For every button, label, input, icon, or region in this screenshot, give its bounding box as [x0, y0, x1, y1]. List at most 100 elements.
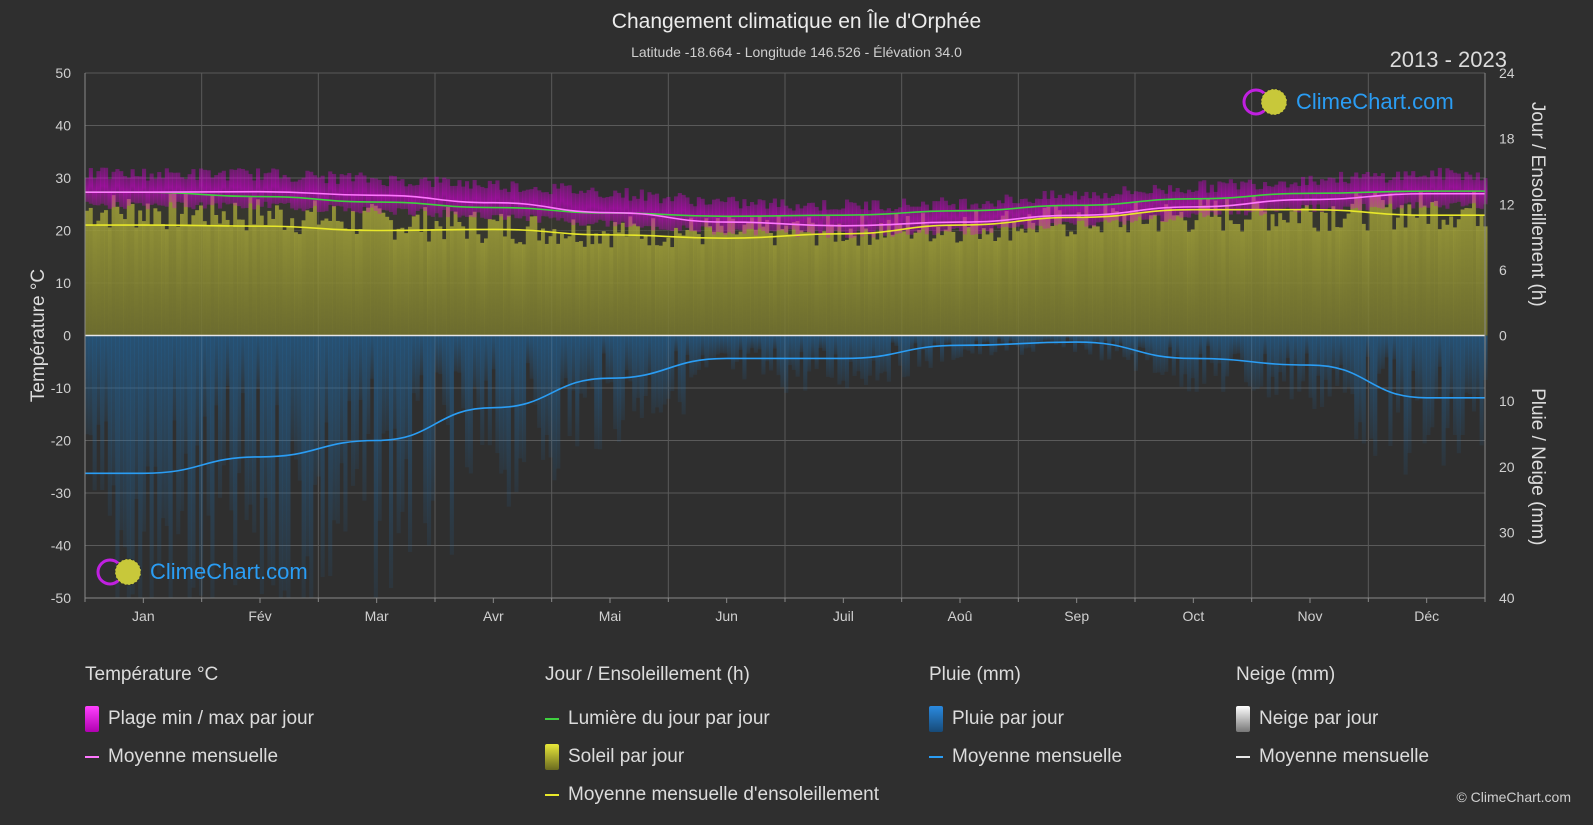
legend-title: Jour / Ensoleillement (h) [545, 664, 750, 685]
rain-bar [1080, 335, 1085, 345]
rain-bar [172, 335, 177, 421]
temp-range-bar [601, 197, 606, 221]
y-tick-label: 20 [55, 223, 71, 239]
temp-range-bar [221, 170, 226, 203]
sunshine-bar [655, 245, 660, 336]
rain-bar [628, 335, 633, 382]
temp-range-bar [993, 206, 998, 227]
temp-range-bar [1335, 182, 1340, 211]
rain-bar [1259, 335, 1264, 387]
snow-swatch [1236, 706, 1250, 732]
rain-bar [1137, 335, 1142, 348]
temp-range-bar [1141, 192, 1146, 220]
rain-bar [1456, 335, 1461, 454]
sunshine-bar [267, 210, 272, 336]
temp-range-bar [111, 171, 116, 208]
sunshine-bar [366, 207, 371, 336]
temp-range-bar [970, 204, 975, 235]
sunshine-bar [715, 218, 720, 336]
rain-bar [1396, 335, 1401, 413]
rain-bar [522, 335, 527, 463]
temp-range-bar [575, 193, 580, 223]
rain-bar [210, 335, 215, 598]
sunshine-bar [1335, 227, 1340, 336]
sunshine-bar [465, 238, 470, 336]
temp-range-bar [1266, 186, 1271, 209]
rain-bar [791, 335, 796, 371]
sunshine-bar [784, 225, 789, 336]
rain-bar [750, 335, 755, 349]
rain-bar [803, 335, 808, 391]
sunshine-bar [1107, 214, 1112, 336]
temp-range-bar [1437, 167, 1442, 208]
temp-range-bar [1027, 201, 1032, 229]
sunshine-bar [503, 236, 508, 336]
temp-range-bar [1160, 190, 1165, 222]
temp-range-bar [617, 192, 622, 225]
rain-bar [1453, 335, 1458, 435]
temp-range-bar [457, 180, 462, 218]
sunshine-bar [221, 211, 226, 336]
rain-bar [609, 335, 614, 383]
legend-label: Pluie par jour [952, 708, 1064, 729]
sunshine-bar [1399, 205, 1404, 336]
rain-bar [563, 335, 568, 379]
sunshine-bar [788, 234, 793, 336]
sunshine-bar [111, 195, 116, 336]
temp-range-bar [1080, 195, 1085, 221]
temp-range-bar [218, 172, 223, 209]
rain-bar [1403, 335, 1408, 475]
temp-range-bar [1076, 199, 1081, 222]
sunshine-bar [130, 204, 135, 336]
rain-bar [1019, 335, 1024, 355]
temp-range-bar [1354, 172, 1359, 208]
rain-bar [195, 335, 200, 446]
sunshine-bar [1289, 211, 1294, 336]
rain-bar [715, 335, 720, 355]
temp-range-bar [560, 183, 565, 219]
sunshine-bar [1213, 200, 1218, 336]
temp-range-bar [860, 209, 865, 237]
lines-layer [84, 190, 1485, 475]
sunshine-bar [989, 228, 994, 336]
y3-axis-label: Pluie / Neige (mm) [1527, 388, 1548, 545]
sunshine-bar [1076, 212, 1081, 336]
rain-bar [1035, 335, 1040, 345]
sunshine-bar [636, 226, 641, 336]
rain-bar [1342, 335, 1347, 393]
sunshine-bar [1407, 204, 1412, 336]
rain-bar [1027, 335, 1032, 348]
legend-label: Neige par jour [1259, 708, 1379, 729]
rain-bar [1266, 335, 1271, 398]
temp-range-bar [1061, 198, 1066, 222]
y3-tick-label: 40 [1499, 590, 1515, 606]
temp-range-bar [879, 209, 884, 232]
sunshine-bar [936, 227, 941, 336]
legend-snow: Neige (mm) Neige par jour Moyenne mensue… [1236, 664, 1429, 776]
temp-range-bar [377, 179, 382, 214]
sunshine-bar [670, 247, 675, 336]
rain-bar [924, 335, 929, 362]
temp-range-bar [370, 177, 375, 208]
rain-bar [157, 335, 162, 574]
rain-bar [518, 335, 523, 459]
rain-bar [1278, 335, 1283, 373]
temp-range-bar [715, 198, 720, 232]
rain-bar [567, 335, 572, 437]
sunshine-bar [848, 228, 853, 336]
temperature-mean-line [85, 190, 1485, 227]
rain-bar [305, 335, 310, 557]
sunshine-bar [301, 220, 306, 336]
temp-range-bar [1149, 193, 1154, 219]
sunshine-bar [959, 241, 964, 336]
rain-bar [1479, 335, 1484, 446]
sunshine-bar [1308, 211, 1313, 336]
temp-range-bar [833, 209, 838, 231]
sunshine-bar [309, 211, 314, 336]
sunshine-bar [1095, 226, 1100, 336]
rain-bar [1388, 335, 1393, 446]
temp-range-bar [1092, 192, 1097, 227]
temp-range-bar [571, 193, 576, 226]
temp-range-bar [259, 179, 264, 207]
temp-range-bar [943, 200, 948, 232]
